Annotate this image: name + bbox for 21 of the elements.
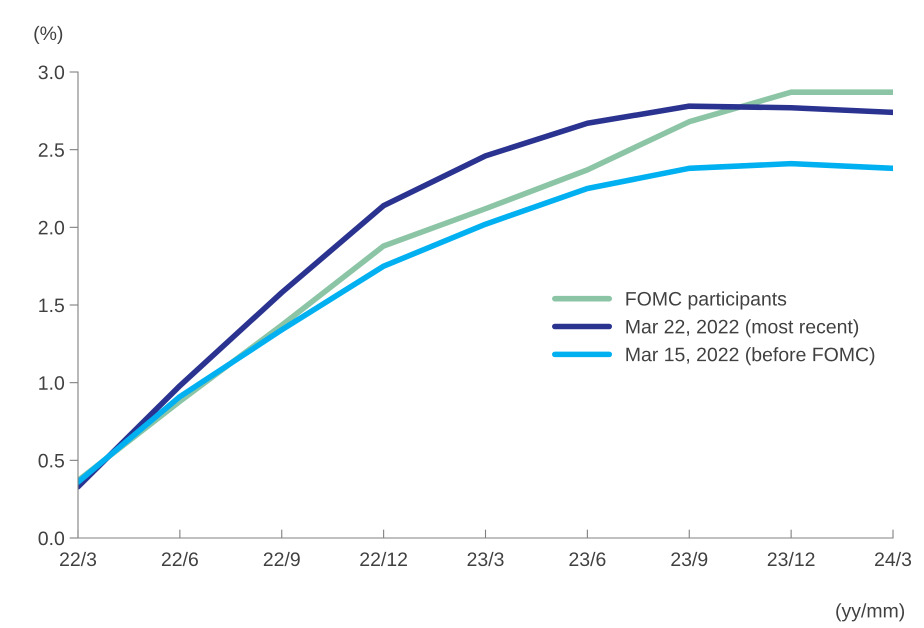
y-tick-label: 0.5: [38, 454, 64, 468]
legend-label: FOMC participants: [626, 291, 786, 310]
x-tick-label: 22/6: [162, 552, 198, 566]
y-axis-title: (%): [34, 26, 62, 44]
x-axis-title: (yy/mm): [836, 603, 904, 622]
y-tick-label: 1.0: [39, 376, 64, 390]
x-tick-label: 24/3: [875, 552, 912, 566]
x-tick-label: 23/9: [671, 552, 708, 566]
y-tick-label: 1.5: [39, 298, 64, 312]
x-tick-label: 23/3: [468, 552, 504, 566]
y-tick-label: 0.0: [38, 531, 64, 546]
legend-label: Mar 15, 2022 (before FOMC): [626, 347, 874, 366]
x-tick-label: 23/12: [768, 552, 814, 566]
y-tick-label: 2.0: [38, 220, 64, 235]
x-tick-label: 23/6: [569, 552, 606, 566]
y-tick-label: 2.5: [38, 143, 64, 157]
x-tick-label: 22/9: [264, 552, 300, 566]
x-tick-label: 22/12: [360, 552, 407, 566]
legend-label: Mar 22, 2022 (most recent): [626, 319, 858, 338]
y-tick-label: 3.0: [38, 65, 64, 80]
x-tick-label: 22/3: [60, 552, 96, 566]
